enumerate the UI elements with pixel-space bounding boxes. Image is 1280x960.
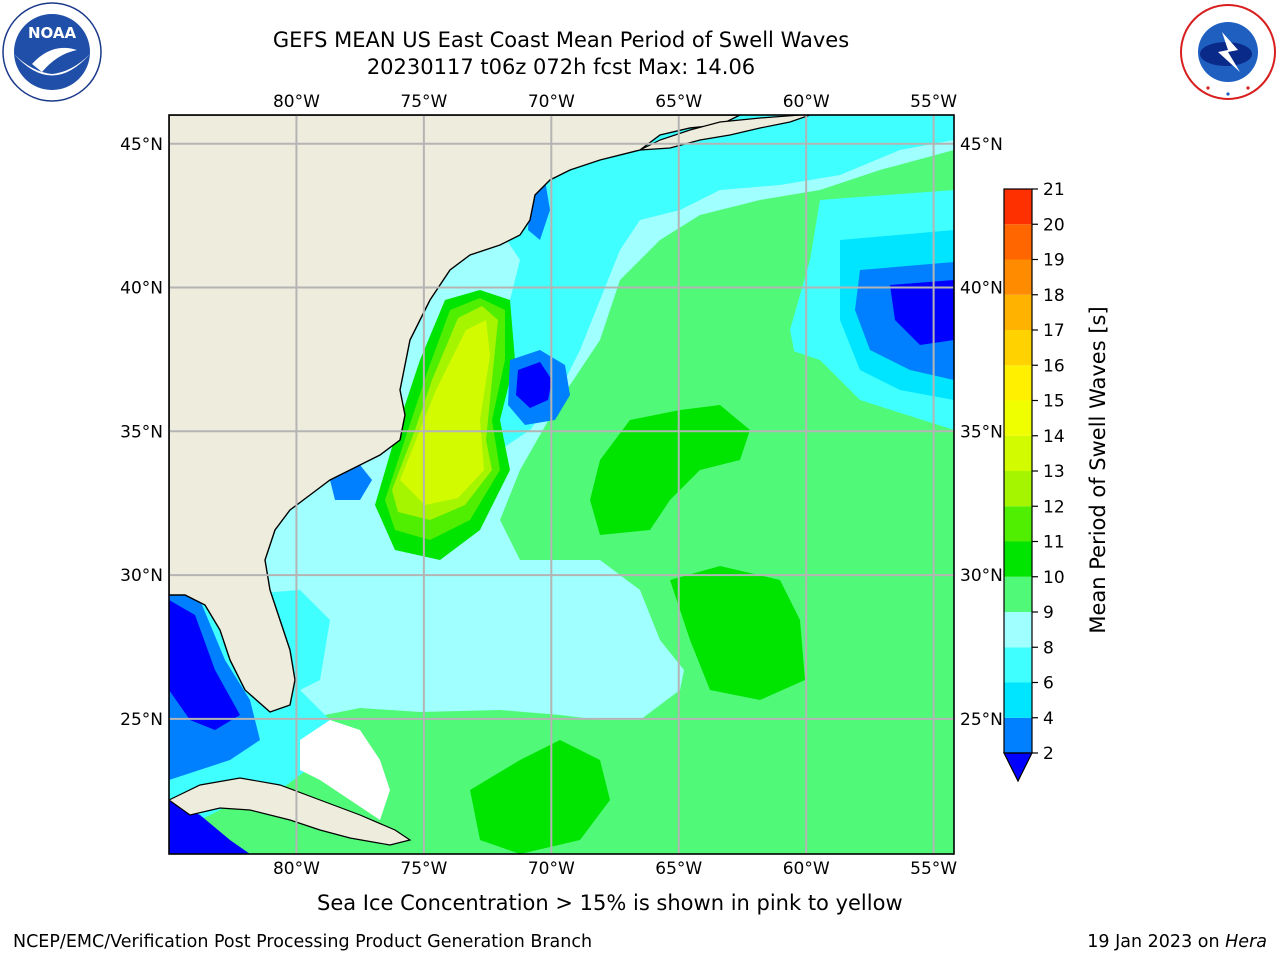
colorbar-tick-label: 12: [1043, 497, 1065, 517]
colorbar-tick-label: 2: [1043, 744, 1054, 764]
lon-labels-top: 80°W 75°W 70°W 65°W 60°W 55°W: [273, 92, 957, 112]
lon-label-bottom: 55°W: [910, 859, 957, 879]
swell-zone-lt2-central: [516, 362, 552, 408]
land-maritimes: [639, 115, 811, 151]
colorbar-tick-label: 18: [1043, 286, 1065, 306]
map-area: [169, 115, 954, 854]
land-cuba: [169, 777, 412, 846]
colorbar-tick-label: 11: [1043, 533, 1065, 553]
colorbar-segment: [1004, 576, 1032, 612]
swell-zone-lt2-east: [890, 280, 954, 345]
lon-label-top: 80°W: [273, 92, 320, 112]
lon-labels-bottom: 80°W 75°W 70°W 65°W 60°W 55°W: [273, 859, 957, 879]
colorbar-segment: [1004, 294, 1032, 330]
colorbar-segment: [1004, 612, 1032, 648]
nws-logo: [1179, 3, 1277, 101]
lat-label-right: 45°N: [960, 135, 1003, 155]
lon-label-top: 65°W: [655, 92, 702, 112]
swell-zone-lt2-gulf-mexico: [169, 600, 240, 730]
swell-zone-10-11-c: [470, 740, 610, 854]
colorbar-tick-label: 4: [1043, 709, 1054, 729]
colorbar-tick-label: 15: [1043, 392, 1065, 412]
swell-zone-6-8: [450, 115, 954, 470]
colorbar-tick-label: 17: [1043, 321, 1065, 341]
lat-label-right: 35°N: [960, 422, 1003, 442]
lat-label-right: 40°N: [960, 279, 1003, 299]
swell-zone-13-14-gulf: [400, 320, 490, 505]
colorbar-segment: [1004, 506, 1032, 542]
footer-machine: Hera: [1225, 932, 1267, 952]
footer-date-text: 19 Jan 2023 on: [1087, 932, 1226, 952]
colorbar-tick-label: 9: [1043, 603, 1054, 623]
colorbar-tick-label: 10: [1043, 568, 1065, 588]
colorbar-segment: [1004, 259, 1032, 295]
lon-label-bottom: 70°W: [528, 859, 575, 879]
swell-zone-2-4-carolina: [330, 465, 372, 500]
lat-label-left: 35°N: [120, 422, 163, 442]
colorbar-segment: [1004, 224, 1032, 260]
colorbar-segment: [1004, 471, 1032, 507]
chart-subtitle: 20230117 t06z 072h fcst Max: 14.06: [366, 55, 756, 79]
map-frame: [168, 114, 955, 855]
colorbar-segment: [1004, 541, 1032, 577]
colorbar-tick-label: 21: [1043, 180, 1065, 200]
colorbar-tick-label: 13: [1043, 462, 1065, 482]
lon-label-bottom: 65°W: [655, 859, 702, 879]
lon-label-bottom: 80°W: [273, 859, 320, 879]
lat-label-left: 25°N: [120, 710, 163, 730]
bahamas-mask: [300, 720, 390, 820]
land-north-america: [169, 115, 741, 713]
map-grid: [169, 115, 954, 854]
sea-ice-note: Sea Ice Concentration > 15% is shown in …: [317, 891, 903, 915]
lat-labels-right: 45°N 40°N 35°N 30°N 25°N: [960, 135, 1003, 730]
colorbar-segment: [1004, 717, 1032, 753]
noaa-logo-text: NOAA: [28, 24, 77, 42]
footer-date: 19 Jan 2023 on Hera: [1087, 932, 1267, 952]
lon-label-top: 55°W: [910, 92, 957, 112]
lat-labels-left: 45°N 40°N 35°N 30°N 25°N: [120, 135, 163, 730]
lat-label-left: 40°N: [120, 279, 163, 299]
lat-label-left: 30°N: [120, 566, 163, 586]
colorbar-label: Mean Period of Swell Waves [s]: [1086, 306, 1110, 634]
chart-title: GEFS MEAN US East Coast Mean Period of S…: [272, 28, 850, 52]
swell-zone-10-11-b: [670, 566, 805, 700]
colorbar-segment: [1004, 330, 1032, 366]
colorbar-segment: [1004, 365, 1032, 401]
colorbar-tick-label: 14: [1043, 427, 1065, 447]
lat-label-left: 45°N: [120, 135, 163, 155]
swell-zone-10-11-a: [590, 405, 750, 535]
colorbar-segment: [1004, 400, 1032, 436]
lon-label-top: 75°W: [400, 92, 447, 112]
colorbar-tick-label: 8: [1043, 638, 1054, 658]
colorbar-tick-label: 16: [1043, 356, 1065, 376]
lon-label-top: 70°W: [528, 92, 575, 112]
lat-label-right: 25°N: [960, 710, 1003, 730]
colorbar-segment: [1004, 682, 1032, 718]
colorbar: 2 4 6 8 9 10 11 12 13 14 15 16 17 18 19 20 21: [1003, 180, 1065, 783]
lon-label-bottom: 75°W: [400, 859, 447, 879]
colorbar-segment: [1004, 189, 1032, 225]
lon-label-top: 60°W: [783, 92, 830, 112]
footer-credit: NCEP/EMC/Verification Post Processing Pr…: [13, 932, 593, 952]
colorbar-tick-label: 19: [1043, 251, 1065, 271]
lon-label-bottom: 60°W: [783, 859, 830, 879]
colorbar-tick-label: 20: [1043, 215, 1065, 235]
colorbar-extend-arrow: [1003, 752, 1033, 783]
noaa-logo: NOAA: [2, 2, 102, 102]
colorbar-tick-label: 6: [1043, 674, 1054, 694]
colorbar-segment: [1004, 647, 1032, 683]
lat-label-right: 30°N: [960, 566, 1003, 586]
colorbar-segment: [1004, 435, 1032, 471]
